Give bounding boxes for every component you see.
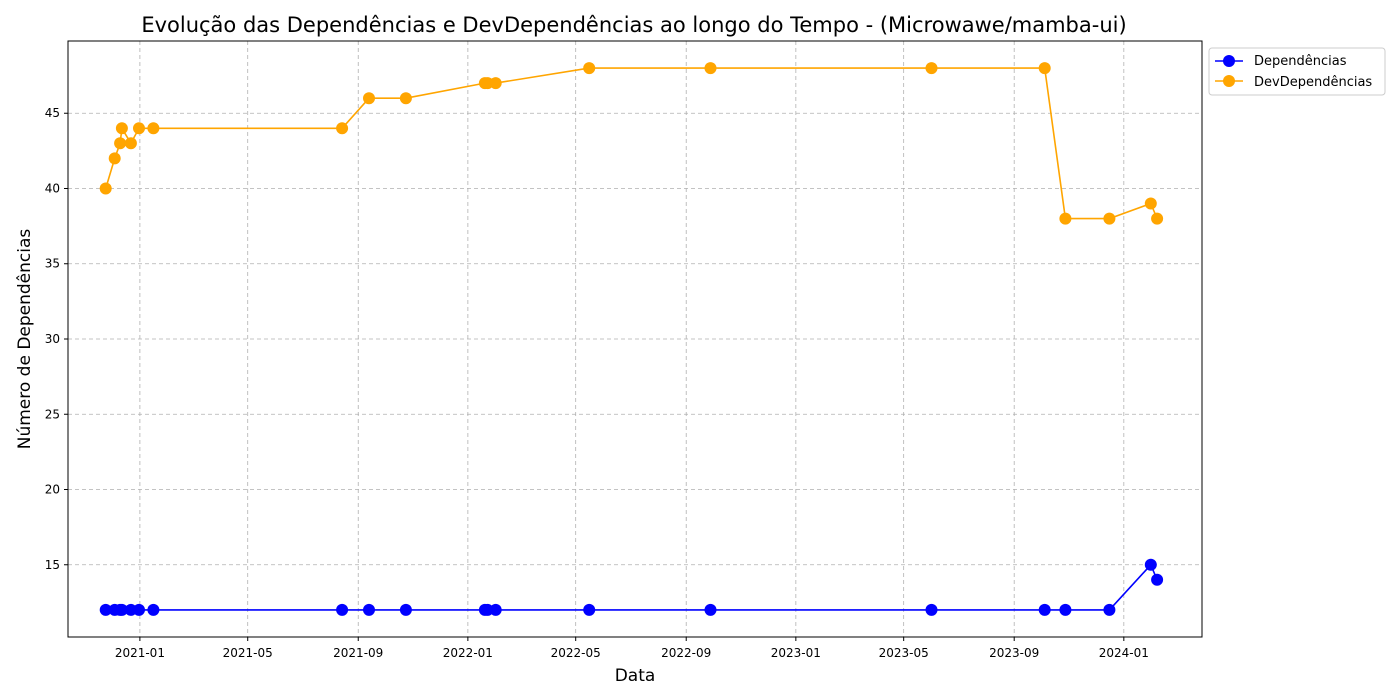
- data-point-devdependencias: [704, 62, 717, 75]
- legend: Dependências DevDependências: [1208, 47, 1386, 96]
- y-tick-label: 25: [45, 407, 60, 421]
- data-point-dependencias: [1038, 603, 1051, 616]
- x-tick-label: 2022-05: [551, 646, 601, 660]
- legend-marker-devdependencias: [1223, 75, 1235, 87]
- x-axis-title: Data: [615, 666, 656, 686]
- data-point-devdependencias: [1144, 197, 1157, 210]
- data-point-dependencias: [99, 603, 112, 616]
- x-tick-label: 2021-05: [223, 646, 273, 660]
- data-point-devdependencias: [108, 152, 121, 165]
- data-point-devdependencias: [399, 92, 412, 105]
- x-tick-label: 2023-01: [771, 646, 821, 660]
- data-point-devdependencias: [99, 182, 112, 195]
- data-point-devdependencias: [147, 122, 160, 135]
- data-point-dependencias: [1103, 603, 1116, 616]
- legend-marker-dependencias: [1223, 55, 1235, 67]
- y-tick-label: 20: [45, 483, 60, 497]
- data-point-devdependencias: [1059, 212, 1072, 225]
- x-tick-label: 2021-09: [333, 646, 383, 660]
- x-tick-label: 2021-01: [115, 646, 165, 660]
- data-point-dependencias: [583, 603, 596, 616]
- data-point-dependencias: [1144, 558, 1157, 571]
- data-point-devdependencias: [363, 92, 375, 105]
- series-dependencias: [99, 558, 1164, 616]
- grid: [68, 41, 1202, 637]
- x-tick-label: 2022-09: [661, 646, 711, 660]
- y-axis: 15 20 25 30 35 40 45: [45, 106, 68, 572]
- data-point-dependencias: [399, 603, 412, 616]
- y-tick-label: 30: [45, 332, 60, 346]
- data-point-devdependencias: [583, 62, 596, 75]
- x-tick-label: 2023-05: [879, 646, 929, 660]
- data-point-dependencias: [336, 603, 349, 616]
- data-point-dependencias: [363, 603, 375, 616]
- chart-title: Evolução das Dependências e DevDependênc…: [141, 13, 1126, 37]
- legend-label-devdependencias: DevDependências: [1254, 75, 1372, 90]
- data-point-dependencias: [133, 603, 145, 616]
- data-point-dependencias: [704, 603, 717, 616]
- data-point-devdependencias: [925, 62, 938, 75]
- y-tick-label: 35: [45, 257, 60, 271]
- series-layer: [99, 62, 1164, 616]
- y-tick-label: 45: [45, 106, 60, 120]
- data-point-dependencias: [115, 603, 128, 616]
- data-point-dependencias: [147, 603, 160, 616]
- data-point-devdependencias: [114, 137, 127, 150]
- legend-label-dependencias: Dependências: [1254, 54, 1347, 69]
- y-tick-label: 40: [45, 181, 60, 195]
- data-point-devdependencias: [336, 122, 349, 135]
- data-point-devdependencias: [1151, 212, 1164, 225]
- data-point-dependencias: [925, 603, 938, 616]
- data-point-dependencias: [489, 603, 502, 616]
- x-tick-label: 2024-01: [1099, 646, 1149, 660]
- data-point-devdependencias: [1103, 212, 1116, 225]
- series-devdependencias: [99, 62, 1164, 225]
- data-point-devdependencias: [1038, 62, 1051, 75]
- data-point-devdependencias: [133, 122, 145, 135]
- y-tick-label: 15: [45, 558, 60, 572]
- data-point-devdependencias: [124, 137, 137, 150]
- x-axis: 2021-01 2021-05 2021-09 2022-01 2022-05 2022-…: [115, 637, 1149, 660]
- data-point-dependencias: [1059, 603, 1072, 616]
- legend-box: [1208, 47, 1386, 96]
- data-point-devdependencias: [115, 122, 128, 135]
- data-point-dependencias: [1151, 573, 1164, 586]
- x-tick-label: 2023-09: [989, 646, 1039, 660]
- x-tick-label: 2022-01: [443, 646, 493, 660]
- y-axis-title: Número de Dependências: [15, 229, 35, 450]
- data-point-devdependencias: [489, 77, 502, 90]
